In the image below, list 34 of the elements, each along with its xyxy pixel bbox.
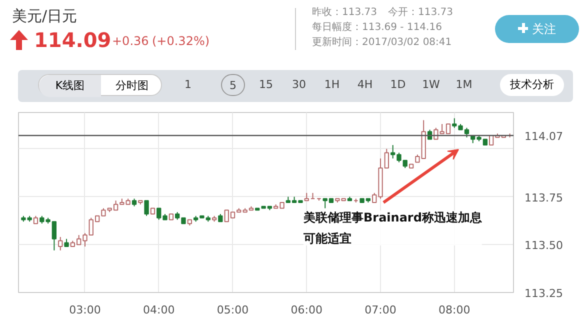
text: 更新时间：2017/03/02 08:41 bbox=[312, 36, 452, 50]
text: 1 bbox=[184, 77, 192, 93]
candlestick bbox=[144, 200, 149, 216]
text: 4H bbox=[356, 77, 374, 93]
text: 15 bbox=[258, 77, 274, 93]
y-tick-label: 113.50 bbox=[524, 239, 563, 252]
x-tick-label: 03:00 bbox=[69, 304, 101, 316]
text: 今开：113.73 bbox=[388, 6, 453, 20]
text: 分时图 bbox=[114, 78, 150, 94]
y-tick-label: 113.25 bbox=[524, 287, 563, 300]
text: K线图 bbox=[39, 75, 101, 97]
annotation: 美联储理事Brainard称迅速加息可能适宜 bbox=[302, 210, 483, 246]
text: 技术分析 bbox=[500, 74, 564, 96]
x-tick-label: 05:00 bbox=[216, 304, 249, 316]
x-tick-label: 07:00 bbox=[364, 304, 396, 316]
x-tick-label: 06:00 bbox=[290, 304, 322, 316]
text: 5 bbox=[221, 74, 245, 96]
text: 1M bbox=[454, 77, 474, 93]
text: 1D bbox=[389, 77, 407, 93]
chart-subtitle: 114.09 bbox=[33, 27, 112, 54]
text: 昨收：113.73 bbox=[312, 6, 377, 20]
text: 1H bbox=[323, 77, 341, 93]
chart-title: 美元/日元 bbox=[12, 6, 78, 27]
ref-line-label: 114.07 bbox=[524, 130, 563, 143]
x-tick-label: 04:00 bbox=[143, 304, 175, 316]
candlestick bbox=[58, 236, 63, 251]
text: +0.36 bbox=[112, 33, 149, 50]
text: 关注 bbox=[532, 22, 556, 36]
text: (+0.32%) bbox=[152, 33, 210, 50]
text: 1W bbox=[421, 77, 441, 93]
text: 每日幅度：113.69 - 114.16 bbox=[312, 20, 442, 35]
x-tick-label: 08:00 bbox=[438, 304, 470, 316]
text: 30 bbox=[291, 77, 307, 93]
y-tick-label: 113.75 bbox=[524, 191, 563, 204]
